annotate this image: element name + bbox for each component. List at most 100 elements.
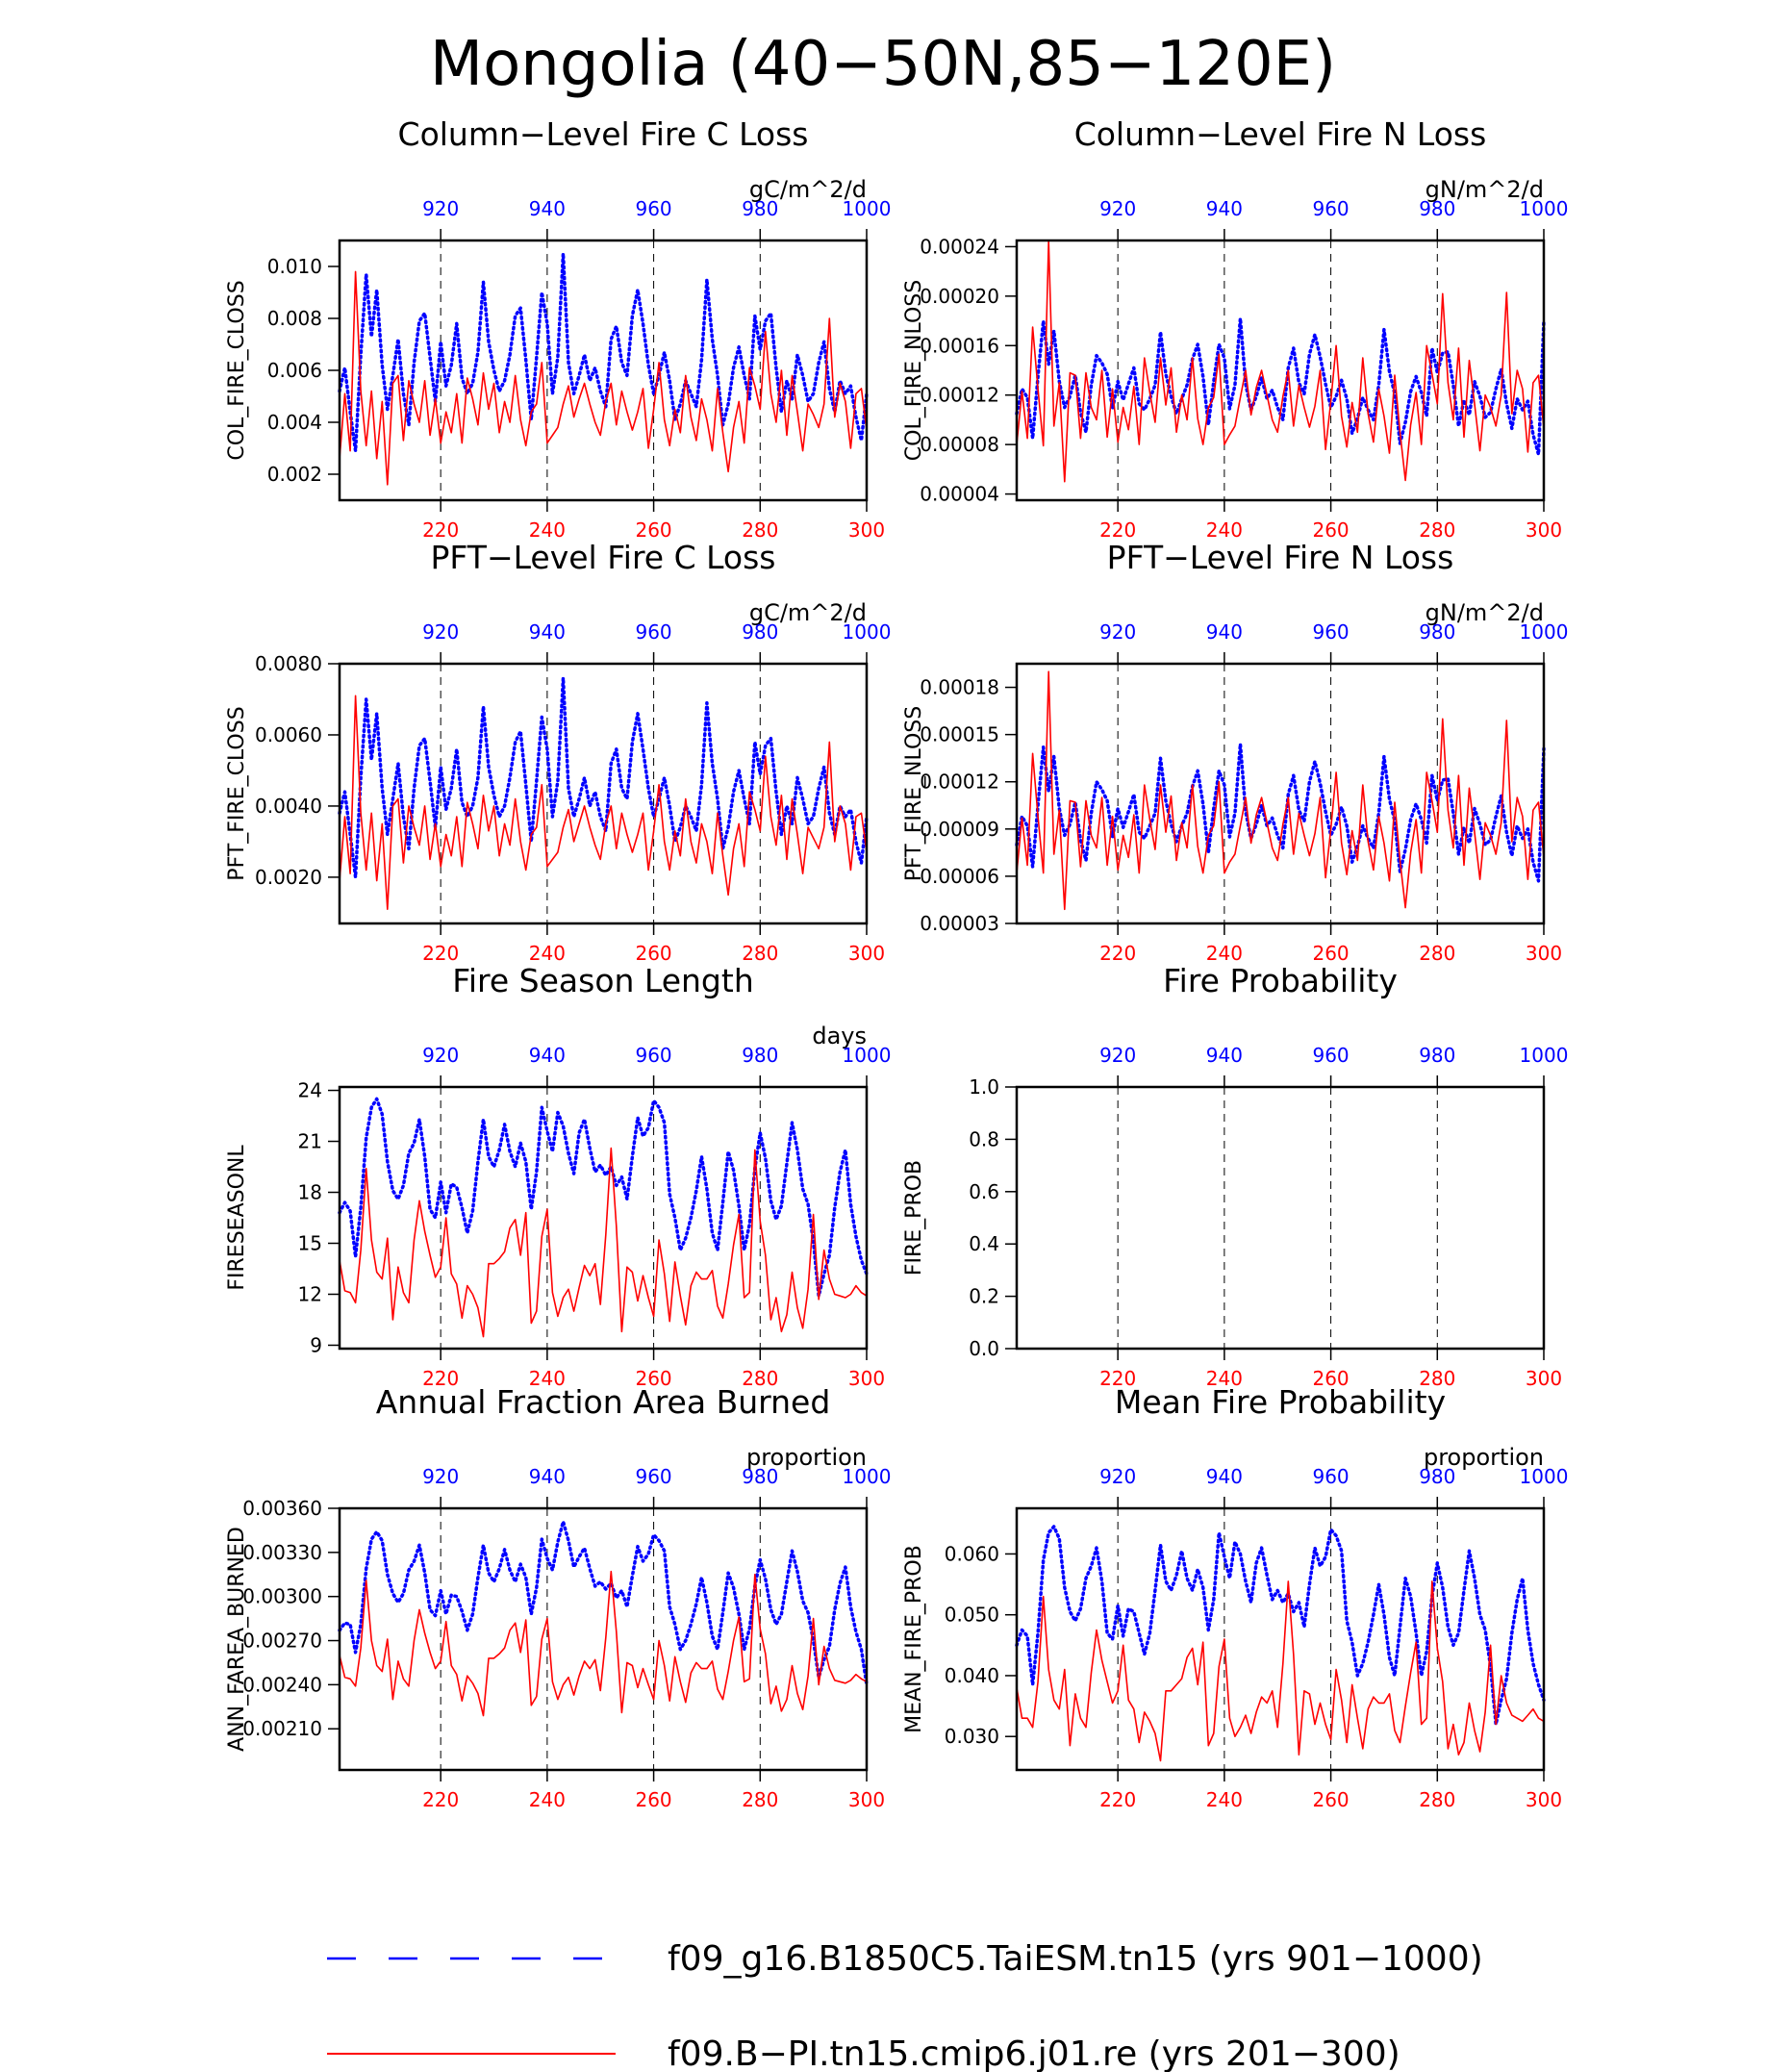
chart-4-xtick-bottom-label-0: 220 <box>422 1367 459 1390</box>
chart-0-xtick-top-label-1: 940 <box>529 197 566 220</box>
chart-5-xtick-bottom-label-1: 240 <box>1206 1367 1243 1390</box>
chart-5-xtick-top-label-0: 920 <box>1099 1044 1136 1067</box>
chart-2-series-red <box>339 695 868 911</box>
chart-4-ytick-label-5: 24 <box>298 1079 322 1102</box>
chart-6-xtick-bottom-label-3: 280 <box>742 1788 778 1811</box>
chart-3-title: PFT−Level Fire N Loss <box>1107 539 1454 576</box>
panels: Column−Level Fire C Loss gC/m^2/d COL_FIRE… <box>225 115 1568 1811</box>
chart-0-xtick-bottom-label-2: 260 <box>635 518 671 542</box>
chart-2-ytick-label-3: 0.0080 <box>255 652 322 675</box>
chart-2-title: PFT−Level Fire C Loss <box>430 539 775 576</box>
chart-6-xtick-bottom-label-4: 300 <box>848 1788 885 1811</box>
legend: f09_g16.B1850C5.TaiESM.tn15 (yrs 901−100… <box>327 1939 1483 2072</box>
chart-1-series-red <box>1016 240 1545 483</box>
chart-0-ytick-label-3: 0.008 <box>267 307 322 330</box>
chart-7-ytick-label-2: 0.050 <box>945 1604 999 1627</box>
chart-1-ytick-label-1: 0.00008 <box>920 433 999 456</box>
chart-7-xtick-top-label-2: 960 <box>1312 1465 1349 1488</box>
chart-3-ytick-label-1: 0.00006 <box>920 865 999 888</box>
chart-0-xtick-bottom-label-3: 280 <box>742 518 778 542</box>
chart-2-frame <box>338 662 869 925</box>
chart-5-xtick-bottom-label-3: 280 <box>1419 1367 1455 1390</box>
chart-4-xtick-top-label-0: 920 <box>422 1044 459 1067</box>
chart-1-xtick-bottom-label-4: 300 <box>1526 518 1562 542</box>
chart-4-xtick-top-label-2: 960 <box>635 1044 671 1067</box>
chart-0-ylabel: COL_FIRE_CLOSS <box>225 280 249 460</box>
chart-1-xtick-top-label-0: 920 <box>1099 197 1136 220</box>
chart-1: Column−Level Fire N Loss gN/m^2/d COL_FIRE… <box>902 115 1568 542</box>
chart-3-ytick-label-3: 0.00012 <box>920 771 999 794</box>
chart-3-units: gN/m^2/d <box>1425 599 1544 626</box>
chart-7-xtick-bottom-label-1: 240 <box>1206 1788 1243 1811</box>
chart-0-units: gC/m^2/d <box>749 176 867 203</box>
chart-6: Annual Fraction Area Burned proportion ANN… <box>225 1383 891 1811</box>
chart-0-xtick-top-label-2: 960 <box>635 197 671 220</box>
chart-4-ytick-label-0: 9 <box>310 1333 322 1356</box>
chart-7-series-red <box>1016 1580 1545 1762</box>
chart-1-xtick-bottom-label-0: 220 <box>1099 518 1136 542</box>
chart-2-xtick-bottom-label-3: 280 <box>742 942 778 965</box>
chart-7-xtick-top-label-3: 980 <box>1419 1465 1455 1488</box>
chart-5-xtick-bottom-label-2: 260 <box>1312 1367 1349 1390</box>
chart-6-units: proportion <box>746 1444 867 1471</box>
chart-0-ytick-label-0: 0.002 <box>267 463 322 486</box>
chart-2-xtick-bottom-label-1: 240 <box>529 942 566 965</box>
chart-1-units: gN/m^2/d <box>1425 176 1544 203</box>
chart-2-ytick-label-1: 0.0040 <box>255 795 322 818</box>
chart-4-xtick-top-label-3: 980 <box>742 1044 778 1067</box>
chart-1-xtick-bottom-label-1: 240 <box>1206 518 1243 542</box>
chart-5-ytick-label-0: 0.0 <box>969 1337 999 1360</box>
chart-0-title: Column−Level Fire C Loss <box>398 115 809 153</box>
chart-4-title: Fire Season Length <box>452 962 753 999</box>
chart-2-xtick-top-label-0: 920 <box>422 620 459 644</box>
chart-7-title: Mean Fire Probability <box>1115 1383 1446 1421</box>
chart-7-xtick-top-label-4: 1000 <box>1520 1465 1569 1488</box>
chart-6-ytick-label-1: 0.00240 <box>242 1673 322 1696</box>
chart-4-xtick-top-label-4: 1000 <box>843 1044 892 1067</box>
chart-6-title: Annual Fraction Area Burned <box>376 1383 831 1421</box>
chart-7-xtick-top-label-1: 940 <box>1206 1465 1243 1488</box>
chart-4-series-red <box>339 1147 868 1338</box>
chart-6-series-red <box>339 1570 868 1717</box>
chart-6-ytick-label-2: 0.00270 <box>242 1630 322 1653</box>
chart-0: Column−Level Fire C Loss gC/m^2/d COL_FIRE… <box>225 115 891 542</box>
chart-3-xtick-bottom-label-3: 280 <box>1419 942 1455 965</box>
chart-1-xtick-top-label-4: 1000 <box>1520 197 1569 220</box>
chart-0-ytick-label-2: 0.006 <box>267 359 322 382</box>
chart-6-ytick-label-4: 0.00330 <box>242 1541 322 1564</box>
chart-3-xtick-top-label-0: 920 <box>1099 620 1136 644</box>
chart-2-units: gC/m^2/d <box>749 599 867 626</box>
chart-7-ytick-label-0: 0.030 <box>945 1725 999 1748</box>
chart-1-ytick-label-0: 0.00004 <box>920 483 999 506</box>
chart-6-xtick-bottom-label-2: 260 <box>635 1788 671 1811</box>
chart-0-xtick-top-label-3: 980 <box>742 197 778 220</box>
chart-1-xtick-bottom-label-3: 280 <box>1419 518 1455 542</box>
chart-3-frame <box>1015 662 1546 925</box>
chart-2-ytick-label-2: 0.0060 <box>255 723 322 746</box>
chart-3-ytick-label-0: 0.00003 <box>920 912 999 935</box>
chart-3-ylabel: PFT_FIRE_NLOSS <box>902 706 926 881</box>
chart-4-xtick-bottom-label-3: 280 <box>742 1367 778 1390</box>
chart-7-xtick-top-label-0: 920 <box>1099 1465 1136 1488</box>
chart-4-xtick-bottom-label-2: 260 <box>635 1367 671 1390</box>
chart-1-xtick-top-label-1: 940 <box>1206 197 1243 220</box>
chart-5-ytick-label-4: 0.8 <box>969 1127 999 1150</box>
chart-4-ytick-label-3: 18 <box>298 1181 322 1204</box>
chart-2-xtick-top-label-1: 940 <box>529 620 566 644</box>
chart-6-xtick-top-label-3: 980 <box>742 1465 778 1488</box>
chart-4-ylabel: FIRESEASONL <box>225 1145 249 1291</box>
legend-label-series-b: f09.B−PI.tn15.cmip6.j01.re (yrs 201−300) <box>668 2034 1400 2072</box>
chart-3-ytick-label-4: 0.00015 <box>920 723 999 746</box>
chart-1-ytick-label-4: 0.00020 <box>920 285 999 308</box>
chart-5-xtick-top-label-3: 980 <box>1419 1044 1455 1067</box>
chart-6-ytick-label-3: 0.00300 <box>242 1585 322 1608</box>
chart-5-xtick-bottom-label-4: 300 <box>1526 1367 1562 1390</box>
chart-6-series-blue <box>338 1520 869 1687</box>
chart-0-xtick-top-label-4: 1000 <box>843 197 892 220</box>
chart-3-xtick-bottom-label-2: 260 <box>1312 942 1349 965</box>
chart-4-units: days <box>812 1023 867 1049</box>
chart-2-xtick-top-label-3: 980 <box>742 620 778 644</box>
chart-0-ytick-label-1: 0.004 <box>267 411 322 434</box>
figure-title: Mongolia (40−50N,85−120E) <box>430 29 1336 100</box>
chart-6-ytick-label-5: 0.00360 <box>242 1497 322 1520</box>
